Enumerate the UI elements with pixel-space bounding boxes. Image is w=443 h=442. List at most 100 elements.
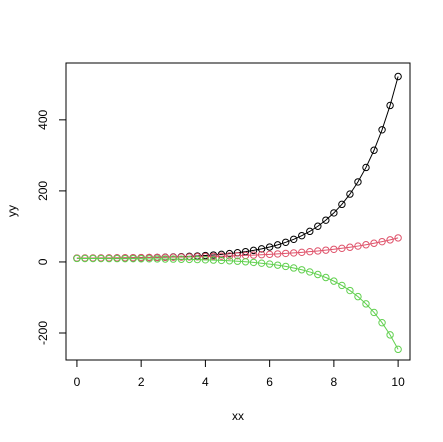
data-point — [249, 246, 258, 255]
data-point — [346, 243, 354, 251]
data-point — [105, 254, 113, 263]
x-tick-label: 8 — [331, 375, 338, 389]
series-line — [76, 76, 399, 259]
data-point — [241, 247, 250, 256]
data-point — [314, 270, 322, 279]
data-point — [378, 237, 386, 246]
data-point — [386, 331, 394, 339]
x-tick-label: 6 — [266, 375, 273, 389]
data-point — [73, 254, 81, 263]
data-point — [370, 308, 378, 317]
data-point — [354, 242, 362, 250]
data-point — [370, 146, 378, 154]
data-point — [97, 254, 105, 263]
data-point — [354, 292, 362, 301]
data-point — [273, 241, 282, 249]
data-point — [346, 286, 354, 295]
data-point — [346, 190, 354, 198]
x-tick-label: 2 — [138, 375, 145, 389]
data-point — [281, 249, 290, 258]
data-point — [394, 72, 402, 81]
data-point — [338, 200, 346, 209]
data-point — [217, 252, 226, 260]
data-point — [161, 255, 169, 263]
data-point — [290, 249, 298, 257]
data-point — [257, 259, 266, 267]
data-point — [257, 251, 266, 259]
data-point — [298, 266, 306, 274]
x-axis-label: xx — [232, 409, 244, 423]
series-line — [76, 257, 399, 350]
data-point — [394, 345, 402, 354]
data-point — [281, 238, 290, 247]
data-point — [378, 126, 386, 134]
data-point — [322, 273, 330, 282]
data-point — [298, 231, 306, 240]
data-point — [257, 245, 266, 253]
data-point — [362, 163, 370, 172]
data-point — [233, 257, 242, 265]
data-point — [290, 235, 298, 243]
data-point — [338, 281, 346, 290]
data-point — [265, 260, 274, 268]
plot-box — [65, 62, 411, 361]
data-point — [265, 243, 274, 251]
data-point — [217, 256, 226, 265]
data-point — [362, 241, 370, 249]
data-point — [330, 277, 338, 285]
data-point — [185, 253, 194, 261]
data-point — [314, 247, 322, 255]
data-point — [265, 250, 274, 259]
data-point — [209, 256, 218, 264]
data-point — [169, 255, 177, 263]
data-point — [290, 264, 298, 272]
data-point — [306, 268, 314, 276]
y-tick-label: 400 — [36, 110, 50, 130]
x-tick-label: 10 — [391, 375, 405, 389]
data-point — [177, 255, 186, 263]
data-point — [322, 216, 330, 224]
data-point — [378, 318, 386, 327]
data-point — [249, 258, 258, 267]
data-point — [362, 300, 370, 308]
data-point — [129, 254, 137, 263]
data-point — [201, 256, 210, 264]
x-tick-label: 4 — [202, 375, 209, 389]
data-point — [193, 255, 202, 264]
data-point — [370, 239, 378, 247]
data-point — [273, 250, 282, 258]
data-point — [153, 255, 161, 263]
data-point — [386, 236, 394, 244]
data-point — [306, 247, 314, 256]
data-point — [137, 255, 145, 263]
data-point — [314, 222, 322, 230]
data-point — [225, 252, 234, 260]
data-point — [185, 255, 194, 264]
data-point — [113, 254, 121, 263]
data-point — [177, 253, 186, 261]
y-tick-label: 200 — [36, 181, 50, 201]
data-point — [386, 101, 394, 110]
data-point — [322, 246, 330, 254]
y-axis-label: yy — [5, 205, 19, 217]
data-point — [233, 251, 242, 260]
data-point — [169, 253, 177, 261]
data-point — [225, 249, 234, 258]
data-point — [145, 255, 153, 263]
data-point — [354, 178, 362, 186]
x-tick-label: 0 — [74, 375, 81, 389]
data-point — [281, 262, 290, 271]
data-point — [273, 261, 282, 269]
data-point — [89, 254, 97, 263]
data-point — [249, 251, 258, 259]
data-point — [394, 234, 402, 242]
data-point — [330, 245, 338, 254]
data-point — [225, 257, 234, 265]
data-point — [330, 209, 338, 217]
data-point — [298, 248, 306, 257]
y-tick-label: 0 — [36, 258, 50, 265]
data-point — [306, 227, 314, 236]
data-point — [338, 244, 346, 253]
data-point — [121, 254, 129, 263]
